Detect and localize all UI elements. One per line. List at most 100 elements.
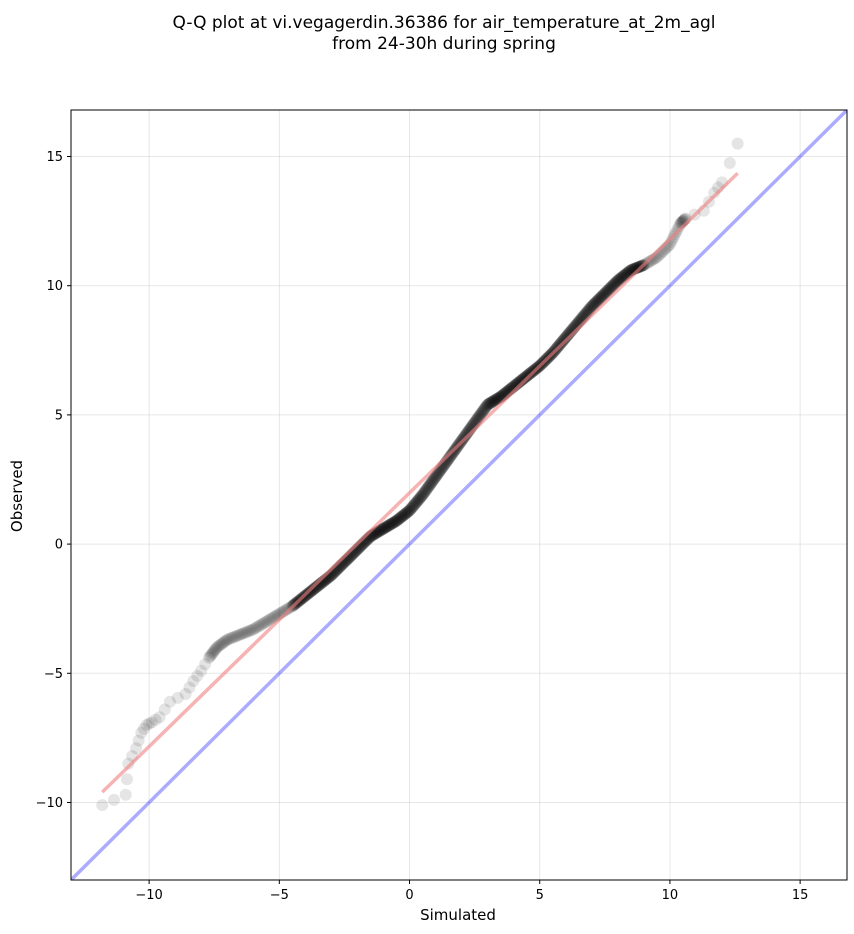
- qq-point-686: [589, 296, 602, 309]
- qq-point-338: [415, 490, 428, 503]
- qq-point-252: [372, 525, 385, 538]
- qq-point-128: [310, 581, 323, 594]
- qq-point-49: [235, 627, 248, 640]
- qq-point-309: [401, 506, 414, 519]
- qq-point-676: [584, 301, 597, 314]
- qq-point-477: [485, 396, 498, 409]
- qq-point-264: [378, 521, 391, 534]
- qq-point-623: [558, 333, 571, 346]
- qq-point-709: [601, 284, 614, 297]
- qq-point-624: [558, 332, 571, 345]
- y-tick-label-4: 10: [46, 279, 63, 294]
- qq-point-471: [482, 398, 495, 411]
- qq-point-268: [380, 520, 393, 533]
- qq-point-719: [606, 280, 619, 293]
- chart-title-line-2: from 24-30h during spring: [332, 34, 556, 54]
- qq-point-462: [477, 404, 490, 417]
- qq-point-293: [393, 512, 406, 525]
- qq-point-544: [518, 371, 531, 384]
- qq-point-344: [418, 486, 431, 499]
- qq-point-60: [253, 619, 266, 632]
- qq-point-728: [610, 275, 623, 288]
- qq-point-346: [419, 484, 432, 497]
- qq-point-42: [224, 632, 237, 645]
- qq-point-321: [407, 500, 420, 513]
- qq-point-317: [405, 502, 418, 515]
- qq-point-468: [480, 399, 493, 412]
- qq-point-476: [484, 396, 497, 409]
- qq-point-61: [255, 618, 268, 631]
- qq-point-337: [415, 490, 428, 503]
- qq-point-489: [491, 392, 504, 405]
- qq-point-818: [708, 186, 721, 199]
- qq-point-11: [143, 717, 156, 730]
- qq-point-283: [387, 516, 400, 529]
- qq-point-360: [426, 475, 439, 488]
- qq-point-472: [482, 397, 495, 410]
- qq-point-694: [593, 292, 606, 305]
- qq-point-679: [586, 299, 599, 312]
- qq-point-118: [305, 585, 318, 598]
- qq-point-539: [516, 373, 529, 386]
- qq-point-474: [483, 397, 496, 410]
- qq-point-722: [607, 278, 620, 291]
- qq-point-542: [517, 372, 530, 385]
- qq-point-55: [245, 624, 258, 637]
- qq-point-695: [594, 291, 607, 304]
- qq-point-59: [252, 620, 265, 633]
- qq-point-453: [473, 410, 486, 423]
- qq-point-734: [613, 272, 626, 285]
- qq-point-24: [203, 651, 216, 664]
- qq-point-548: [520, 370, 533, 383]
- qq-point-729: [611, 275, 624, 288]
- qq-point-46: [231, 629, 244, 642]
- qq-point-2: [119, 788, 132, 801]
- qq-point-64: [260, 615, 273, 628]
- qq-point-274: [383, 519, 396, 532]
- qq-point-278: [385, 517, 398, 530]
- qq-point-737: [615, 271, 628, 284]
- qq-point-50: [237, 627, 250, 640]
- qq-point-34: [213, 639, 226, 652]
- qq-point-270: [381, 520, 394, 533]
- qq-point-490: [491, 392, 504, 405]
- qq-point-708: [600, 285, 613, 298]
- qq-point-396: [444, 450, 457, 463]
- qq-point-341: [417, 488, 430, 501]
- qq-point-26: [204, 649, 217, 662]
- qq-point-27: [205, 647, 218, 660]
- qq-point-370: [431, 468, 444, 481]
- qq-point-30: [208, 644, 221, 657]
- qq-point-0: [96, 799, 109, 812]
- qq-point-333: [413, 493, 426, 506]
- qq-point-3: [120, 773, 133, 786]
- qq-point-705: [599, 286, 612, 299]
- qq-point-259: [375, 523, 388, 536]
- qq-point-771: [632, 261, 645, 274]
- qq-point-367: [430, 470, 443, 483]
- qq-point-622: [557, 333, 570, 346]
- qq-point-466: [479, 401, 492, 414]
- qq-point-339: [416, 489, 429, 502]
- qq-point-335: [414, 491, 427, 504]
- y-tick-label-2: 0: [55, 538, 63, 553]
- qq-point-19: [183, 681, 196, 694]
- qq-point-455: [474, 408, 487, 421]
- qq-point-277: [384, 518, 397, 531]
- qq-point-365: [429, 471, 442, 484]
- qq-point-311: [402, 505, 415, 518]
- qq-point-122: [307, 583, 320, 596]
- qq-point-397: [445, 449, 458, 462]
- qq-point-427: [460, 428, 473, 441]
- qq-point-487: [490, 393, 503, 406]
- qq-point-343: [418, 486, 431, 499]
- qq-point-253: [372, 525, 385, 538]
- qq-point-40: [221, 633, 234, 646]
- qq-point-313: [403, 504, 416, 517]
- qq-point-271: [381, 519, 394, 532]
- qq-point-255: [373, 524, 386, 537]
- qq-point-736: [614, 272, 627, 285]
- qq-point-17: [171, 691, 184, 704]
- qq-point-20: [187, 675, 200, 688]
- qq-point-47: [232, 629, 245, 642]
